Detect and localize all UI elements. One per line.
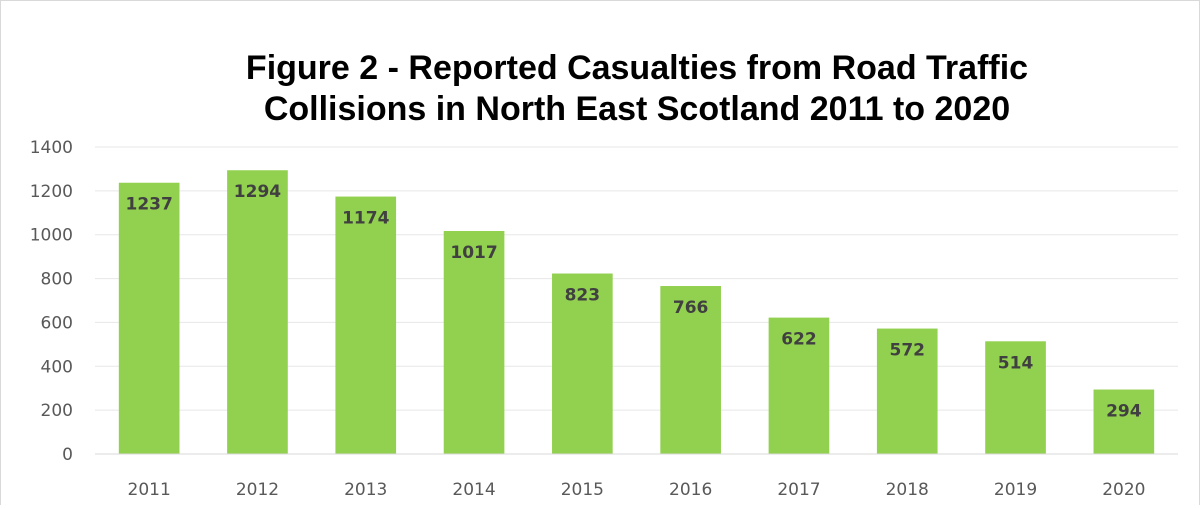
- bar: [443, 230, 505, 454]
- bar: [876, 328, 938, 454]
- y-tick-label: 600: [41, 313, 73, 333]
- bar: [660, 286, 721, 454]
- bar: [118, 182, 180, 454]
- bar: [768, 317, 830, 454]
- bar: [1093, 389, 1155, 454]
- data-label: 1237: [125, 195, 172, 215]
- axes: 0 200 400 600 800 1000 1200 1400 2011 2012 2013 201…: [30, 138, 1178, 500]
- y-tick-label: 400: [41, 357, 73, 377]
- x-tick-label: 2019: [994, 480, 1037, 500]
- bars: 1237 1294 1174 1017 823 766 622 572 514 294: [118, 170, 1155, 454]
- bar: [227, 170, 288, 454]
- data-label: 514: [998, 353, 1034, 373]
- y-tick-label: 0: [62, 445, 73, 465]
- y-tick-label: 800: [41, 270, 73, 290]
- data-label: 1294: [234, 182, 281, 202]
- x-tick-label: 2015: [561, 480, 604, 500]
- y-tick-label: 200: [41, 401, 73, 421]
- data-label: 572: [890, 341, 926, 361]
- data-label: 1017: [450, 243, 497, 263]
- data-label: 766: [673, 298, 709, 318]
- x-tick-label: 2018: [886, 480, 929, 500]
- bar: [985, 341, 1046, 454]
- y-tick-label: 1400: [30, 138, 73, 158]
- bar: [335, 196, 397, 454]
- x-tick-label: 2020: [1102, 480, 1145, 500]
- chart-title-line-2: Collisions in North East Scotland 2011 t…: [264, 90, 1010, 128]
- data-label: 294: [1106, 402, 1142, 422]
- chart-title-line-1: Figure 2 - Reported Casualties from Road…: [246, 49, 1028, 87]
- x-tick-label: 2017: [777, 480, 820, 500]
- y-tick-label: 1200: [30, 182, 73, 202]
- x-tick-label: 2014: [452, 480, 495, 500]
- x-tick-label: 2013: [344, 480, 387, 500]
- data-label: 1174: [342, 209, 389, 229]
- y-tick-label: 1000: [30, 226, 73, 246]
- bar: [552, 273, 613, 454]
- x-tick-label: 2011: [128, 480, 171, 500]
- data-label: 622: [781, 330, 817, 350]
- x-tick-label: 2012: [236, 480, 279, 500]
- data-label: 823: [565, 286, 601, 306]
- x-tick-label: 2016: [669, 480, 712, 500]
